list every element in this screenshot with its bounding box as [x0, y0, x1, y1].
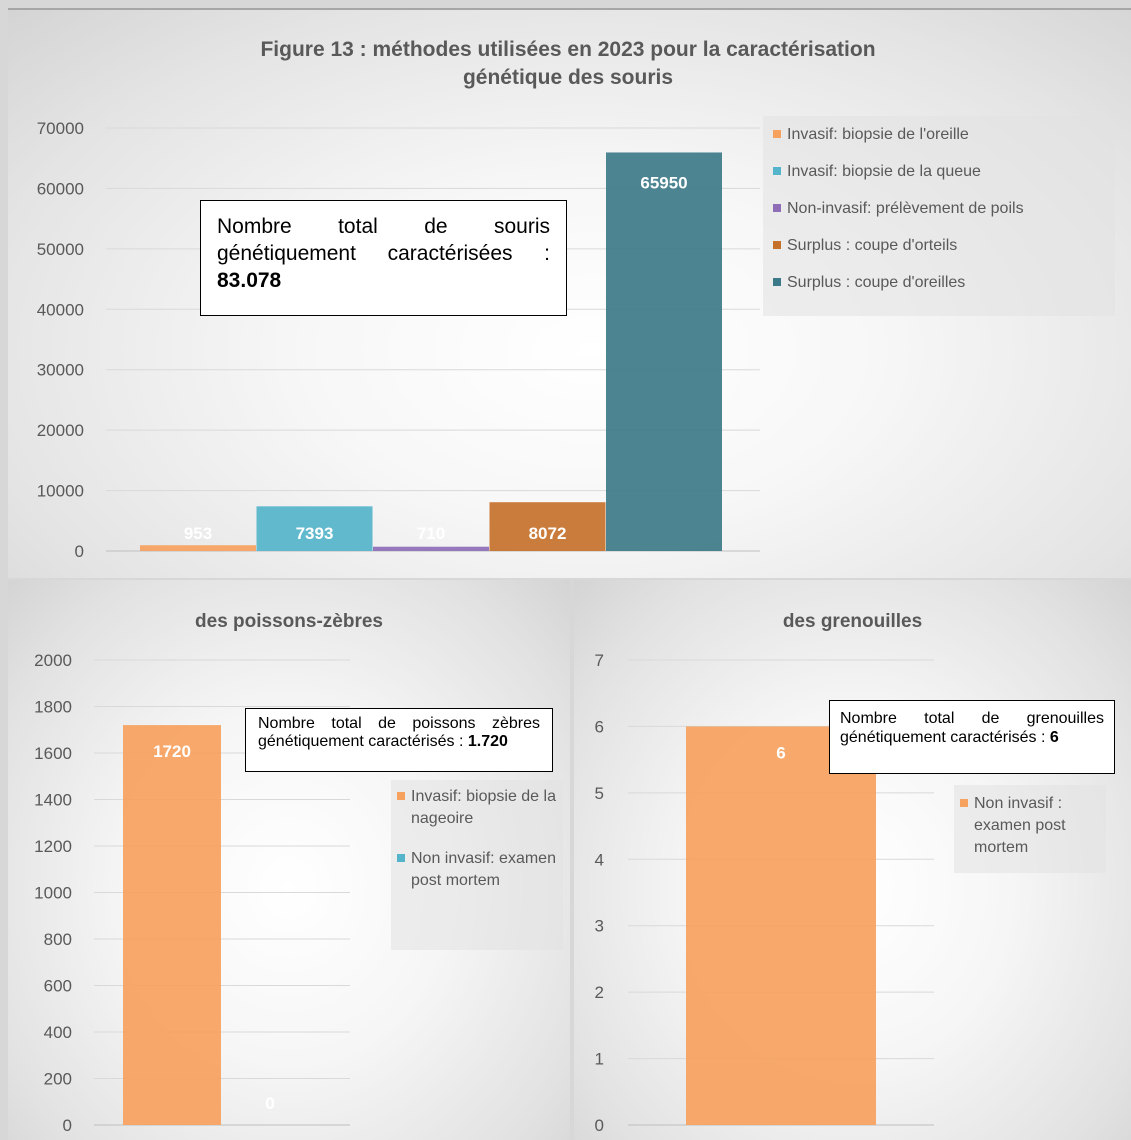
- data-label: 6: [776, 743, 785, 762]
- legend-swatch: [773, 204, 781, 212]
- total-annotation-text: Nombre total de poissons zèbres génétiqu…: [258, 715, 540, 750]
- y-tick-label: 10000: [37, 482, 84, 501]
- bar: [140, 545, 256, 551]
- zebrafish-chart-panel: 0 200 400 600 800 1000 1200 1400 1600 1800 2000 172…: [8, 580, 570, 1140]
- bar: [686, 726, 876, 1125]
- y-tick-label: 30000: [37, 361, 84, 380]
- y-tick-label: 0: [595, 1116, 604, 1135]
- bar: [123, 725, 221, 1125]
- data-label: 7393: [296, 524, 334, 543]
- y-tick-label: 0: [75, 542, 84, 561]
- legend-item: Surplus : coupe d'oreilles: [773, 272, 1115, 294]
- legend-item: Non invasif : examen post mortem: [960, 793, 1106, 859]
- legend-item: Invasif: biopsie de l'oreille: [773, 124, 1115, 146]
- y-tick-label: 800: [44, 930, 72, 949]
- y-tick-label: 600: [44, 977, 72, 996]
- bar: [489, 502, 606, 551]
- y-tick-label: 1200: [34, 837, 72, 856]
- total-annotation-box: Nombre total de grenouilles génétiquemen…: [829, 700, 1115, 774]
- bar: [606, 152, 722, 551]
- legend-item: Invasif: biopsie de la nageoire: [397, 786, 563, 830]
- y-tick-label: 1: [595, 1050, 604, 1069]
- mice-chart-panel: 0 10000 20000 30000 40000 50000 60000 70000 953 7…: [8, 8, 1131, 578]
- chart-legend: Invasif: biopsie de l'oreille Invasif: bi…: [763, 116, 1115, 316]
- total-annotation-text: Nombre total de grenouilles génétiquemen…: [840, 710, 1104, 746]
- legend-label: Invasif: biopsie de la queue: [787, 163, 981, 180]
- total-annotation-text: Nombre total de souris génétiquement car…: [217, 215, 550, 265]
- chart-title-line-1: Figure 13 : méthodes utilisées en 2023 p…: [260, 38, 876, 61]
- legend-swatch: [397, 792, 405, 800]
- chart-legend: Non invasif : examen post mortem: [954, 785, 1106, 873]
- y-tick-label: 60000: [37, 179, 84, 198]
- chart-legend: Invasif: biopsie de la nageoire Non invas…: [391, 780, 563, 950]
- legend-swatch: [773, 278, 781, 286]
- y-tick-label: 1400: [34, 791, 72, 810]
- data-label: 953: [184, 524, 212, 543]
- chart-title: des grenouilles: [782, 611, 923, 632]
- total-annotation-value: 83.078: [217, 269, 282, 292]
- chart-title: Figure 13 : méthodes utilisées en 2023 p…: [168, 36, 968, 92]
- data-label: 0: [265, 1094, 274, 1113]
- y-tick-label: 50000: [37, 240, 84, 259]
- y-tick-label: 2: [595, 983, 604, 1002]
- legend-label: Invasif: biopsie de la nageoire: [411, 788, 556, 827]
- zebrafish-chart: 0 200 400 600 800 1000 1200 1400 1600 1800 2000 172…: [34, 651, 350, 1135]
- legend-label: Surplus : coupe d'oreilles: [787, 274, 966, 291]
- y-tick-label: 40000: [37, 300, 84, 319]
- legend-swatch: [773, 130, 781, 138]
- y-tick-label: 0: [63, 1116, 72, 1135]
- y-tick-label: 6: [595, 717, 604, 736]
- data-label: 65950: [640, 173, 687, 192]
- y-tick-label: 70000: [37, 119, 84, 138]
- legend-swatch: [397, 854, 405, 862]
- legend-swatch: [773, 241, 781, 249]
- legend-label: Non invasif: examen post mortem: [411, 850, 556, 889]
- y-tick-label: 4: [595, 850, 604, 869]
- legend-item: Invasif: biopsie de la queue: [773, 161, 1115, 183]
- y-tick-label: 200: [44, 1070, 72, 1089]
- y-tick-label: 400: [44, 1023, 72, 1042]
- y-tick-label: 2000: [34, 651, 72, 670]
- legend-swatch: [960, 799, 968, 807]
- legend-label: Invasif: biopsie de l'oreille: [787, 126, 969, 143]
- y-tick-label: 1000: [34, 884, 72, 903]
- total-annotation-box: Nombre total de souris génétiquement car…: [200, 200, 567, 316]
- legend-label: Non invasif : examen post mortem: [974, 795, 1066, 856]
- data-label: 8072: [529, 524, 567, 543]
- legend-item: Surplus : coupe d'orteils: [773, 235, 1115, 257]
- legend-label: Non-invasif: prélèvement de poils: [787, 200, 1024, 217]
- y-tick-label: 1800: [34, 698, 72, 717]
- y-tick-label: 7: [595, 651, 604, 670]
- legend-label: Surplus : coupe d'orteils: [787, 237, 958, 254]
- y-tick-label: 1600: [34, 744, 72, 763]
- total-annotation-value: 6: [1049, 729, 1059, 746]
- data-label: 1720: [153, 742, 191, 761]
- legend-item: Non-invasif: prélèvement de poils: [773, 198, 1115, 220]
- data-label: 710: [417, 524, 445, 543]
- legend-swatch: [773, 167, 781, 175]
- bar: [373, 546, 489, 551]
- chart-title-line-2: génétique des souris: [462, 66, 674, 89]
- chart-title: des poissons-zèbres: [195, 611, 383, 632]
- y-tick-label: 5: [595, 784, 604, 803]
- bar: [256, 506, 373, 551]
- total-annotation-value: 1.720: [467, 733, 508, 750]
- y-tick-label: 20000: [37, 421, 84, 440]
- total-annotation-box: Nombre total de poissons zèbres génétiqu…: [245, 708, 553, 772]
- frogs-chart-panel: 0 1 2 3 4 5 6 7 6 des grenouilles Non invasif : …: [574, 580, 1131, 1140]
- frogs-chart: 0 1 2 3 4 5 6 7 6: [595, 651, 934, 1135]
- legend-item: Non invasif: examen post mortem: [397, 848, 563, 892]
- y-tick-label: 3: [595, 917, 604, 936]
